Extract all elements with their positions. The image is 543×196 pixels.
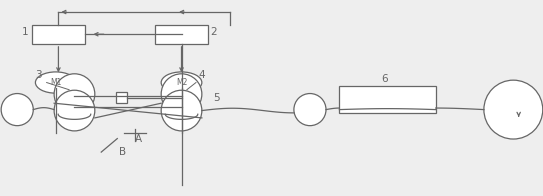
Text: 6: 6 xyxy=(382,74,388,84)
Text: M2: M2 xyxy=(176,78,187,87)
Ellipse shape xyxy=(1,93,33,126)
Bar xyxy=(116,92,128,103)
Text: M1: M1 xyxy=(50,78,61,87)
Ellipse shape xyxy=(484,80,543,139)
Text: 5: 5 xyxy=(213,93,219,103)
Ellipse shape xyxy=(294,93,326,126)
Text: B: B xyxy=(119,147,126,157)
Ellipse shape xyxy=(161,74,202,114)
Ellipse shape xyxy=(161,72,202,93)
Text: 4: 4 xyxy=(198,70,205,80)
Bar xyxy=(31,24,85,44)
Ellipse shape xyxy=(54,90,95,131)
Text: 3: 3 xyxy=(35,70,42,80)
Text: 2: 2 xyxy=(210,27,217,37)
Ellipse shape xyxy=(161,90,202,131)
Bar xyxy=(155,24,209,44)
Bar xyxy=(339,86,435,113)
Text: A: A xyxy=(135,134,142,144)
Text: 1: 1 xyxy=(21,27,28,37)
Ellipse shape xyxy=(54,74,95,114)
Ellipse shape xyxy=(35,72,76,93)
